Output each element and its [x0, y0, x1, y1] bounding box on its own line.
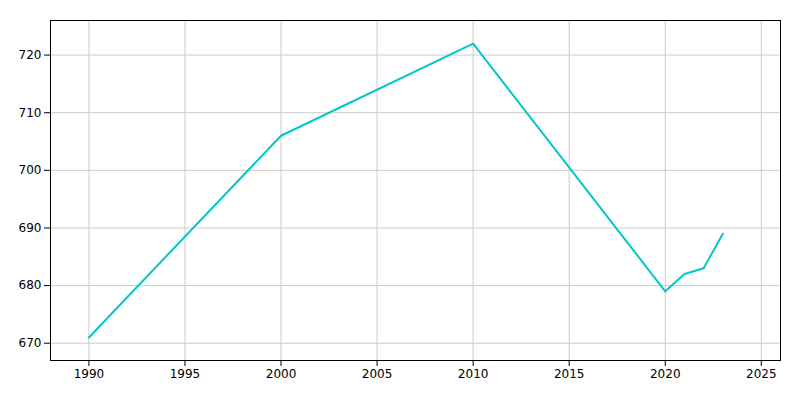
- svg-text:680: 680: [19, 278, 42, 292]
- svg-text:1990: 1990: [74, 367, 105, 381]
- svg-text:720: 720: [19, 48, 42, 62]
- svg-text:2020: 2020: [650, 367, 681, 381]
- svg-text:2025: 2025: [746, 367, 777, 381]
- svg-text:1995: 1995: [170, 367, 201, 381]
- svg-text:700: 700: [19, 163, 42, 177]
- svg-text:2010: 2010: [458, 367, 489, 381]
- svg-text:710: 710: [19, 106, 42, 120]
- svg-text:2015: 2015: [554, 367, 585, 381]
- svg-text:690: 690: [19, 221, 42, 235]
- svg-text:2000: 2000: [266, 367, 297, 381]
- svg-text:670: 670: [19, 336, 42, 350]
- svg-text:2005: 2005: [362, 367, 393, 381]
